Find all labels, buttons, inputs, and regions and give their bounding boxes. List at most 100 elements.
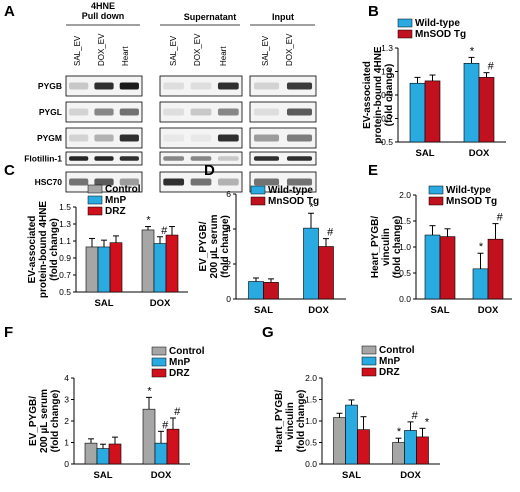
x-category-label: SAL [94, 470, 113, 481]
blot-band [94, 82, 114, 90]
lane-label: Heart [121, 46, 130, 66]
bar [108, 443, 122, 465]
y-tick-label: 0.0 [305, 459, 317, 469]
y-tick-label: 1.5 [305, 395, 317, 405]
significance-mark: * [424, 416, 429, 428]
bar [392, 442, 405, 465]
legend-label: DRZ [379, 367, 400, 378]
bar [424, 80, 441, 143]
blot-band [253, 82, 280, 90]
y-tick-label: 1.5 [59, 202, 71, 212]
blot-band [190, 82, 212, 90]
significance-mark: # [327, 227, 334, 239]
chart-panel-e: E Heart_PYGB/vinculin (fold change) 0.0 0.5 1… [368, 162, 512, 316]
y-axis-title: Heart_PYGB/ [274, 390, 285, 452]
x-category-label: SAL [416, 148, 435, 159]
blot-band [69, 82, 89, 90]
legend-label: Wild-type [415, 18, 460, 29]
legend-swatch [361, 345, 377, 355]
legend-swatch [361, 367, 377, 377]
bar [142, 408, 156, 465]
x-category-label: SAL [431, 305, 450, 316]
legend-swatch [428, 185, 444, 195]
y-axis-title: (fold change) [392, 216, 403, 279]
bar [96, 448, 110, 465]
x-category-label: DOX [400, 470, 421, 481]
blot-row-label: HSC70 [35, 177, 63, 187]
blot-box [249, 151, 317, 166]
y-axis-title: (fold change) [49, 218, 60, 281]
blot-box [249, 101, 317, 123]
y-tick-label: 0.5 [59, 287, 71, 297]
y-axis-title: (fold change) [220, 215, 231, 278]
legend-label: MnSOD Tg [415, 29, 466, 40]
significance-mark: * [478, 241, 483, 253]
blot-band [190, 108, 212, 116]
blot-band [286, 178, 313, 186]
legend-label: Control [169, 346, 205, 357]
bar [85, 246, 99, 293]
y-axis-title: 200 µL serum [39, 389, 50, 453]
lane-label: Heart [219, 46, 228, 66]
blot-band [69, 156, 89, 161]
y-tick-label: 0.5 [381, 137, 393, 147]
blot-band [217, 82, 239, 90]
blot-band [286, 134, 313, 142]
bar [424, 234, 441, 300]
lane-label: SAL_EV [261, 35, 270, 66]
y-axis-title: vinculin [381, 228, 392, 266]
blot-band [253, 156, 280, 161]
pulldown-label-line: Pull down [82, 11, 125, 21]
bar [463, 62, 480, 143]
bar [248, 281, 264, 300]
y-tick-label: 0.0 [399, 294, 411, 304]
significance-mark: # [411, 410, 418, 422]
y-tick-label: 1.0 [399, 242, 411, 252]
panel-letter: F [4, 324, 13, 341]
x-category-label: DOX [150, 298, 171, 309]
x-category-label: DOX [469, 148, 490, 159]
significance-mark: # [487, 61, 494, 73]
y-tick-label: 0 [64, 459, 69, 469]
blot-band [163, 134, 185, 142]
y-axis-title: EV-associated [362, 61, 373, 129]
y-tick-label: 1.3 [381, 43, 393, 53]
bar-charts: BEV-associated protein-bound 4HNE (fold ch… [4, 3, 512, 481]
bar [416, 436, 429, 465]
legend-label: MnSOD Tg [268, 196, 319, 207]
blot-band [253, 178, 280, 186]
lane-label: SAL_EV [169, 35, 178, 66]
bar [333, 417, 346, 465]
pulldown-label-line: 4HNE [91, 1, 115, 11]
blot-band [119, 134, 139, 142]
blot-band [119, 178, 139, 186]
legend-label: MnP [379, 356, 400, 367]
legend-label: MnP [105, 195, 126, 206]
bar [97, 246, 111, 293]
legend-swatch [151, 346, 167, 356]
lane-label: DOX_EV [193, 33, 202, 66]
y-tick-label: 6 [226, 189, 231, 199]
y-axis-title: 200 µL serum [209, 214, 220, 278]
bar [318, 246, 334, 300]
significance-mark: # [162, 419, 169, 431]
significance-mark: * [469, 45, 474, 57]
y-axis-title: (fold change) [50, 390, 61, 453]
significance-mark: # [496, 212, 503, 224]
bar [154, 442, 168, 465]
bar [84, 442, 98, 465]
blot-box [65, 127, 143, 149]
blot-band [94, 156, 114, 161]
y-tick-label: 1.1 [59, 236, 71, 246]
y-tick-label: 0.9 [59, 253, 71, 263]
bar [303, 227, 319, 300]
blot-band [286, 82, 313, 90]
significance-mark: * [309, 201, 314, 213]
y-tick-label: 0.5 [399, 268, 411, 278]
panel-letter: E [368, 162, 378, 179]
legend-label: Wild-type [268, 185, 313, 196]
bar [487, 238, 504, 300]
chart-panel-d: D EV_PYGB/200 µL serum (fold change) 0 2 4 6 SA… [198, 162, 346, 316]
blot-band [119, 82, 139, 90]
